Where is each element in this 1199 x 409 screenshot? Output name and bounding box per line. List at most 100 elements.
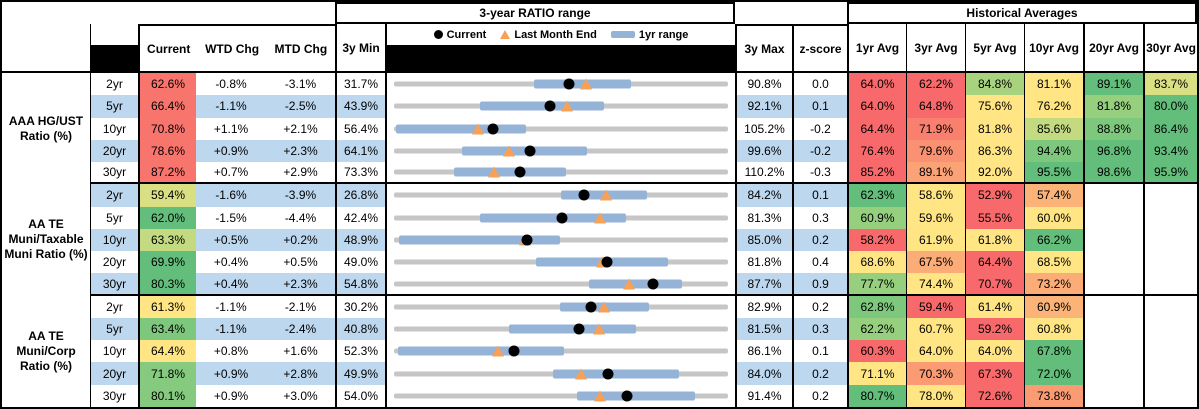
30yr-avg-column-header: 30yr Avg: [1143, 24, 1197, 73]
cell-3y-max: 81.3%: [735, 206, 792, 229]
cell-3yr-avg: 62.2%: [906, 73, 965, 96]
cell-3y-max: 85.0%: [735, 228, 792, 252]
cell-tenor: 5yr: [90, 317, 138, 341]
range-track-area: [394, 162, 728, 182]
range-chart-cell: [385, 295, 735, 318]
cell-1yr-avg: 76.4%: [847, 139, 906, 163]
cell-tenor: 30yr: [90, 162, 138, 185]
cell-3yr-avg: 61.9%: [906, 228, 965, 252]
cell-z-score: 0.2: [792, 295, 847, 318]
cell-10yr-avg: 73.8%: [1024, 384, 1083, 407]
cell-3y-min: 54.0%: [335, 384, 385, 407]
range-bar-icon: [610, 31, 635, 38]
cell-30yr-avg: 80.0%: [1143, 95, 1197, 118]
cell-1yr-avg: 60.3%: [847, 340, 906, 363]
wtd-chg-column-header: WTD Chg: [205, 41, 260, 56]
range-chart-cell: [385, 117, 735, 140]
range-chart-cell: [385, 317, 735, 341]
range-track-area: [394, 184, 728, 206]
current-marker: [524, 145, 536, 157]
cell-10yr-avg: 67.8%: [1024, 340, 1083, 363]
last-month-end-marker: [561, 100, 574, 112]
3yr-avg-column-header: 3yr Avg: [906, 24, 965, 73]
cell-current: 80.3%: [138, 273, 196, 296]
cell-30yr-avg: [1143, 251, 1197, 274]
cell-5yr-avg: 92.0%: [965, 162, 1024, 185]
cell-z-score: -0.2: [792, 117, 847, 140]
current-marker: [621, 390, 633, 402]
cell-30yr-avg: [1143, 295, 1197, 318]
range-chart-cell: [385, 273, 735, 296]
last-month-end-marker: [491, 345, 504, 357]
cell-current: 69.9%: [138, 251, 196, 274]
20yr-avg-column-header: 20yr Avg: [1083, 24, 1143, 73]
cell-tenor: 10yr: [90, 228, 138, 252]
cell-mtd-chg: -2.5%: [266, 95, 335, 118]
group-label: AA TE Muni/Taxable Muni Ratio (%): [2, 184, 90, 296]
cell-z-score: -0.2: [792, 139, 847, 163]
3y-range-track: [394, 126, 728, 132]
cell-current: 59.4%: [138, 184, 196, 207]
range-track-area: [394, 251, 728, 273]
current-marker: [573, 323, 585, 335]
last-month-end-marker: [502, 145, 515, 157]
cell-3yr-avg: 71.9%: [906, 117, 965, 140]
1yr-range-bar: [589, 279, 683, 289]
cell-30yr-avg: [1143, 340, 1197, 363]
cell-3y-min: 26.8%: [335, 184, 385, 207]
cell-wtd-chg: -1.6%: [196, 184, 266, 207]
cell-3y-max: 91.4%: [735, 384, 792, 407]
cell-tenor: 5yr: [90, 206, 138, 229]
1yr-range-bar: [577, 391, 695, 401]
1yr-range-bar: [396, 124, 526, 134]
cell-10yr-avg: 60.8%: [1024, 317, 1083, 341]
z-score-column-header: z-score: [792, 24, 847, 73]
cell-30yr-avg: [1143, 228, 1197, 252]
cell-current: 64.4%: [138, 340, 196, 363]
cell-3y-max: 99.6%: [735, 139, 792, 163]
3y-range-track: [394, 281, 728, 287]
cell-3y-max: 82.9%: [735, 295, 792, 318]
cell-mtd-chg: -3.9%: [266, 184, 335, 207]
cell-3y-min: 52.3%: [335, 340, 385, 363]
cell-wtd-chg: +0.9%: [196, 139, 266, 163]
cell-3y-max: 84.0%: [735, 362, 792, 385]
range-track-area: [394, 362, 728, 384]
range-track-area: [394, 118, 728, 140]
cell-mtd-chg: +0.5%: [266, 251, 335, 274]
cell-20yr-avg: 81.8%: [1083, 95, 1143, 118]
1yr-range-bar: [461, 146, 588, 156]
range-track-area: [394, 95, 728, 117]
cell-z-score: -0.3: [792, 162, 847, 185]
cell-wtd-chg: -0.8%: [196, 73, 266, 96]
cell-mtd-chg: +2.3%: [266, 273, 335, 296]
cell-30yr-avg: [1143, 184, 1197, 207]
last-month-end-marker: [487, 166, 500, 178]
cell-mtd-chg: +0.2%: [266, 228, 335, 252]
cell-1yr-avg: 60.9%: [847, 206, 906, 229]
cell-mtd-chg: +1.6%: [266, 340, 335, 363]
cell-10yr-avg: 95.5%: [1024, 162, 1083, 185]
cell-3y-min: 54.8%: [335, 273, 385, 296]
cell-5yr-avg: 81.8%: [965, 117, 1024, 140]
cell-z-score: 0.2: [792, 362, 847, 385]
cell-10yr-avg: 73.2%: [1024, 273, 1083, 296]
cell-20yr-avg: [1083, 340, 1143, 363]
cell-wtd-chg: +1.1%: [196, 117, 266, 140]
range-track-area: [394, 318, 728, 340]
cell-current: 62.0%: [138, 206, 196, 229]
cell-30yr-avg: [1143, 362, 1197, 385]
chart-legend: Current Last Month End 1yr range: [387, 24, 735, 45]
range-chart-cell: [385, 162, 735, 185]
cell-20yr-avg: 98.6%: [1083, 162, 1143, 185]
range-track-area: [394, 73, 728, 95]
cell-20yr-avg: [1083, 228, 1143, 252]
cell-10yr-avg: 68.5%: [1024, 251, 1083, 274]
1yr-range-bar: [479, 213, 627, 223]
range-chart-cell: [385, 384, 735, 407]
cell-z-score: 0.1: [792, 184, 847, 207]
3y-max-column-header: 3y Max: [735, 24, 792, 73]
current-marker: [514, 166, 526, 178]
cell-tenor: 2yr: [90, 73, 138, 96]
